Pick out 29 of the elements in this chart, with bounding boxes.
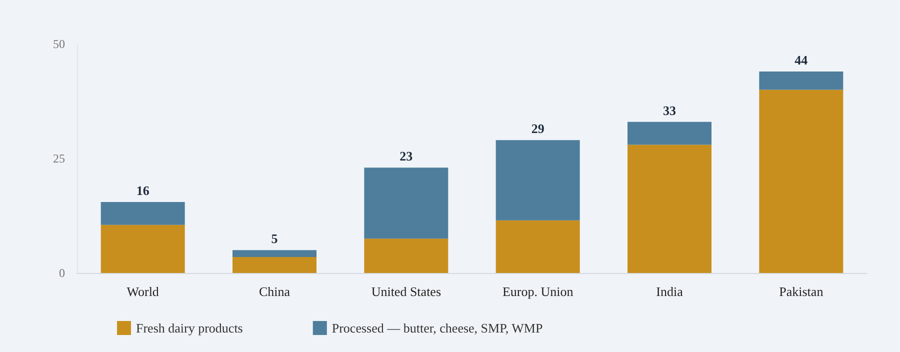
y-tick-label: 50 <box>53 37 65 51</box>
total-label: 5 <box>271 231 278 246</box>
bar <box>496 220 580 273</box>
bar <box>364 238 448 273</box>
total-label: 29 <box>531 121 545 136</box>
x-tick-label: China <box>258 284 290 299</box>
bar <box>759 71 844 90</box>
bar <box>232 250 316 257</box>
total-label: 16 <box>136 183 150 198</box>
legend-label: Fresh dairy products <box>136 320 243 336</box>
bar <box>100 224 185 273</box>
x-tick-label: United States <box>371 284 442 299</box>
legend-label: Processed — butter, cheese, SMP, WMP <box>332 320 543 336</box>
y-tick-label: 25 <box>53 152 65 166</box>
bar <box>232 256 316 273</box>
x-tick-label: World <box>126 284 160 299</box>
bar <box>100 202 185 225</box>
x-tick-label: Europ. Union <box>502 284 574 299</box>
total-label: 33 <box>663 102 676 118</box>
bar <box>496 140 580 220</box>
bar <box>628 144 712 273</box>
total-label: 44 <box>794 52 808 68</box>
total-label: 23 <box>400 148 414 164</box>
bar <box>364 168 448 239</box>
bar <box>759 90 844 273</box>
x-tick-label: India <box>656 284 684 299</box>
x-tick-label: Pakistan <box>779 284 824 299</box>
bar <box>628 122 712 145</box>
y-tick-label: 0 <box>59 266 65 280</box>
